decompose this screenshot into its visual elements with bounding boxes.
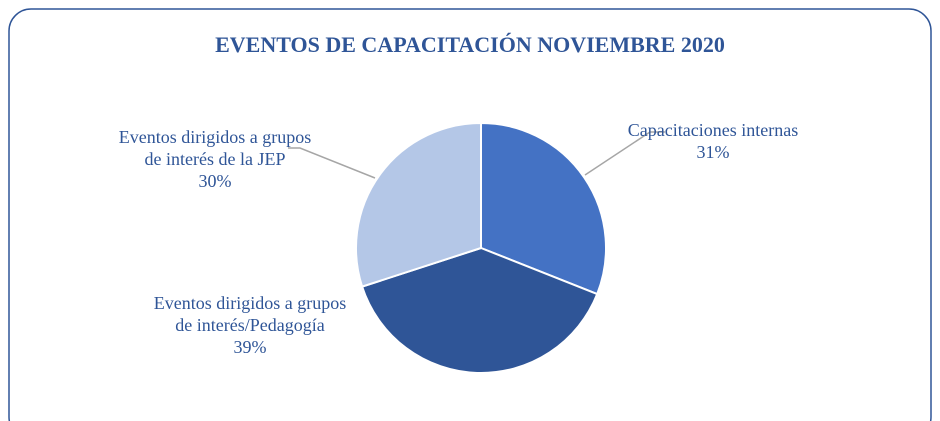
leader-line (288, 147, 376, 179)
category-label: Eventos dirigidos a grupos de interés/Pe… (153, 293, 347, 335)
leader-line (584, 131, 665, 176)
pie-slice (355, 121, 482, 288)
pie-slice (480, 121, 607, 296)
category-label: Eventos dirigidos a grupos de interés de… (118, 127, 312, 169)
category-label: Capacitaciones internas (627, 120, 799, 140)
slice-label: Eventos dirigidos a grupos de interés de… (115, 126, 315, 192)
slice-label: Capacitaciones internas 31% (613, 119, 813, 163)
value-label: 31% (696, 142, 730, 162)
slice-label: Eventos dirigidos a grupos de interés/Pe… (150, 292, 350, 358)
value-label: 39% (233, 337, 267, 357)
chart-title: EVENTOS DE CAPACITACIÓN NOVIEMBRE 2020 (215, 32, 725, 57)
pie-slice (360, 246, 599, 374)
value-label: 30% (198, 171, 232, 191)
